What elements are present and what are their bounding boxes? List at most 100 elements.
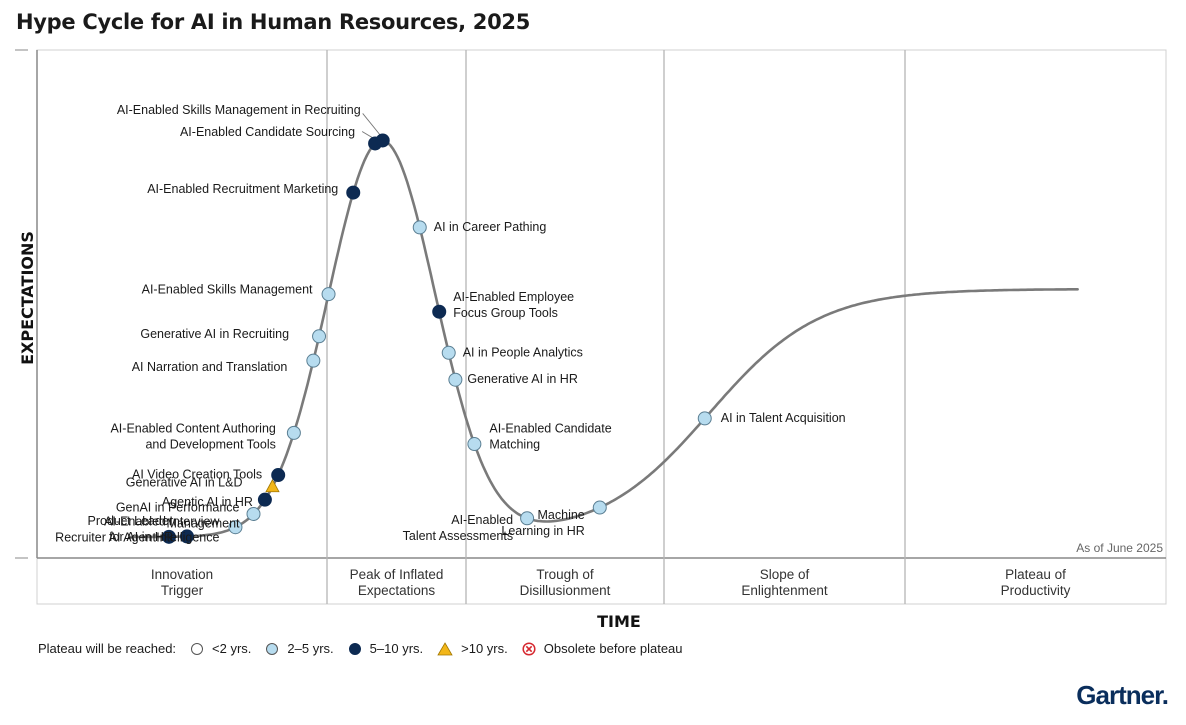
innovation-marks: Recruiter AI Agent Product Leader for AI i… [55, 103, 845, 545]
legend-yellow-triangle-icon [437, 641, 453, 655]
legend-item-2to5: 2–5 yrs. [265, 641, 334, 656]
innovation-label: AI-Enabled Employee [453, 290, 574, 304]
innovation-12: AI-Enabled Candidate Sourcing [180, 125, 383, 151]
innovation-1: Product Leader for AI in HR [88, 514, 194, 544]
innovation-6: AI Video Creation Tools [132, 468, 286, 483]
marker-2to5 [246, 506, 261, 521]
phase-label-5: Plateau of [1005, 567, 1066, 582]
innovation-20: Machine Learning in HR [501, 500, 607, 538]
innovation-label: AI-Enabled Skills Management [142, 283, 313, 297]
phase-label-4: Enlightenment [741, 583, 828, 598]
innovation-18: AI-Enabled Candidate Matching [467, 422, 612, 452]
innovation-label: Machine [538, 508, 585, 522]
innovation-label: Learning in HR [501, 524, 584, 538]
x-axis-label: TIME [597, 612, 641, 631]
innovation-15: AI-Enabled Employee Focus Group Tools [432, 290, 574, 320]
marker-gt10 [265, 478, 280, 493]
phase-label-5: Productivity [1001, 583, 1071, 598]
marker-2to5 [441, 345, 456, 360]
innovation-9: Generative AI in Recruiting [140, 327, 327, 344]
innovation-17: Generative AI in HR [448, 372, 578, 387]
innovation-8: AI Narration and Translation [132, 353, 321, 374]
legend-obsolete-x-icon [522, 641, 536, 656]
marker-5to10 [271, 468, 286, 483]
phase-label-3: Disillusionment [520, 583, 611, 598]
innovation-label: Management [167, 516, 240, 530]
innovation-label: Talent Assessments [403, 529, 513, 543]
innovation-0: Recruiter AI Agent [55, 529, 176, 544]
legend-white-circle-icon [191, 642, 204, 655]
legend: Plateau will be reached: <2 yrs. 2–5 yrs… [38, 641, 683, 656]
innovation-label: AI-Enabled [451, 513, 513, 527]
innovation-label: Generative AI in L&D [126, 475, 243, 489]
innovation-19: AI-Enabled Talent Assessments [403, 511, 535, 543]
phase-label-2: Peak of Inflated [350, 567, 444, 582]
innovation-21: AI in Talent Acquisition [697, 411, 846, 426]
innovation-4: Agentic AI in HR [162, 492, 272, 509]
innovation-label: AI-Enabled Skills Management in Recruiti… [117, 103, 361, 117]
innovation-label: Generative AI in HR [467, 372, 577, 386]
phase-label-1: Innovation [151, 567, 213, 582]
legend-item-gt10: >10 yrs. [437, 641, 508, 656]
legend-label-gt10: >10 yrs. [461, 641, 508, 656]
marker-5to10 [257, 492, 272, 507]
marker-2to5 [467, 437, 482, 452]
as-of-date: As of June 2025 [1076, 541, 1163, 555]
innovation-label: Recruiter AI Agent [55, 530, 156, 544]
innovation-label: Focus Group Tools [453, 306, 558, 320]
innovation-13: AI-Enabled Skills Management in Recruiti… [117, 103, 390, 148]
legend-2to5-marker [266, 642, 279, 655]
legend-gt10-marker [437, 641, 453, 655]
innovation-label: AI in Career Pathing [434, 220, 547, 234]
y-axis-label: EXPECTATIONS [18, 231, 37, 365]
legend-dark-blue-circle-icon [348, 642, 361, 655]
innovation-label: AI in People Analytics [463, 345, 583, 359]
marker-5to10 [161, 529, 176, 544]
phase-label-2: Expectations [358, 583, 436, 598]
marker-2to5 [286, 425, 301, 440]
innovation-14: AI in Career Pathing [412, 220, 547, 235]
marker-2to5 [321, 287, 336, 302]
marker-5to10 [180, 529, 194, 544]
innovation-label: and Development Tools [145, 437, 275, 451]
legend-title: Plateau will be reached: [38, 641, 177, 656]
phase-dividers [326, 50, 906, 604]
innovation-label: Matching [489, 438, 540, 452]
legend-item-obsolete: Obsolete before plateau [522, 641, 683, 656]
innovation-3: GenAI in Performance Management [116, 500, 261, 530]
legend-5to10-marker [348, 642, 361, 655]
legend-label-2to5: 2–5 yrs. [287, 641, 334, 656]
innovation-label: AI Narration and Translation [132, 360, 288, 374]
phase-label-4: Slope of [760, 567, 810, 582]
marker-2to5 [520, 511, 535, 526]
innovation-label: AI-Enabled Candidate Sourcing [180, 125, 355, 139]
gartner-logo: Gartner. [1076, 680, 1169, 710]
marker-2to5 [306, 353, 321, 368]
innovation-2: AI-Enabled Interview Intelligence [104, 515, 243, 545]
innovation-label: AI Video Creation Tools [132, 468, 262, 482]
innovation-label: Product Leader [88, 514, 173, 528]
marker-2to5 [697, 411, 712, 426]
innovation-label: for AI in HR [109, 530, 173, 544]
phase-label-1: Trigger [161, 583, 204, 598]
marker-2to5 [312, 329, 327, 344]
legend-label-5to10: 5–10 yrs. [369, 641, 424, 656]
marker-2to5 [448, 372, 463, 387]
legend-obsolete-x [525, 645, 533, 652]
innovation-11: AI-Enabled Recruitment Marketing [147, 182, 361, 200]
phase-label-3: Trough of [536, 567, 594, 582]
innovation-label: Generative AI in Recruiting [140, 327, 289, 341]
marker-5to10 [346, 185, 361, 200]
innovation-label: AI-Enabled Content Authoring [110, 421, 275, 435]
innovation-10: AI-Enabled Skills Management [142, 283, 336, 302]
legend-light-blue-circle-icon [266, 642, 279, 655]
legend-label-lt2: <2 yrs. [212, 641, 252, 656]
marker-2to5 [412, 220, 427, 235]
chart-title: Hype Cycle for AI in Human Resources, 20… [16, 10, 531, 34]
marker-5to10 [432, 304, 447, 319]
innovation-label: AI in Talent Acquisition [721, 411, 846, 425]
legend-item-5to10: 5–10 yrs. [348, 641, 423, 656]
innovation-5: Generative AI in L&D [126, 475, 280, 493]
innovation-16: AI in People Analytics [441, 345, 583, 360]
